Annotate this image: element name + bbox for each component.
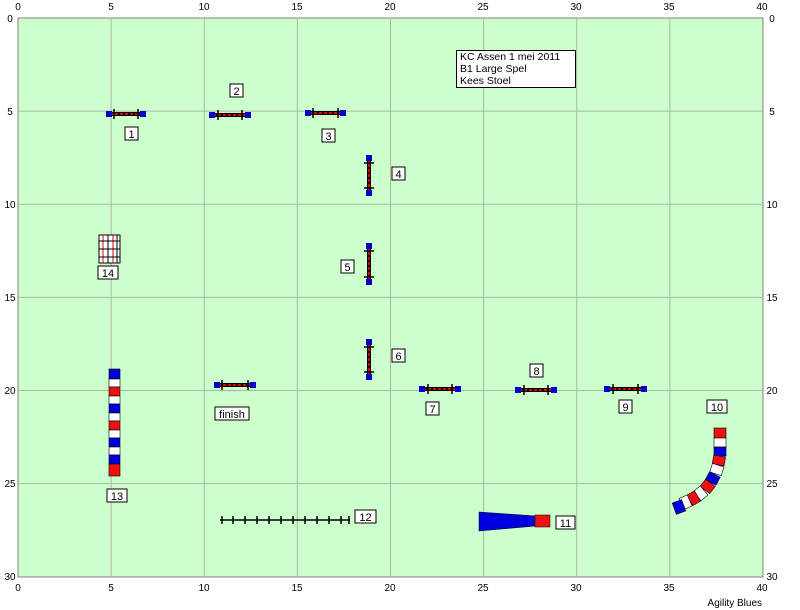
x-tick-top: 35 [663, 2, 675, 13]
label-10: 10 [711, 402, 723, 414]
x-tick-bottom: 10 [198, 583, 210, 594]
label-11: 11 [560, 518, 571, 530]
x-tick-bottom: 5 [108, 583, 114, 594]
label-2: 2 [233, 86, 239, 98]
y-tick-right: 25 [766, 479, 778, 490]
x-tick-top: 0 [15, 2, 21, 13]
x-tick-top: 40 [756, 2, 768, 13]
x-tick-bottom: 15 [291, 583, 303, 594]
course-info-box: KC Assen 1 mei 2011 B1 Large Spel Kees S… [456, 50, 576, 88]
jump-obstacle [515, 385, 557, 395]
jump-obstacle [364, 339, 374, 380]
y-tick-left: 10 [4, 200, 16, 211]
label-12: 12 [359, 512, 371, 524]
info-line: KC Assen 1 mei 2011 [460, 51, 561, 63]
y-tick-left: 30 [4, 572, 16, 583]
label-9: 9 [622, 402, 628, 414]
tunnel-straight [108, 368, 121, 477]
jump-obstacle [209, 110, 251, 120]
y-tick-left: 5 [7, 107, 13, 118]
info-line: Kees Stoel [460, 75, 511, 87]
x-tick-top: 5 [108, 2, 114, 13]
jump-obstacle [604, 384, 647, 394]
label-3: 3 [325, 131, 331, 143]
footer-credit: Agility Blues [707, 598, 762, 609]
x-tick-bottom: 20 [384, 583, 396, 594]
jump-obstacle [305, 108, 346, 118]
jump-obstacle [364, 155, 374, 196]
info-line: B1 Large Spel [460, 63, 527, 75]
weave-poles [220, 516, 350, 524]
label-8: 8 [533, 366, 539, 378]
y-tick-left: 20 [4, 386, 16, 397]
y-tick-right: 5 [769, 107, 775, 118]
number-labels: 1 2 3 4 5 6 7 8 9 10 11 12 13 14 finish [97, 83, 728, 530]
jump-obstacle [419, 384, 461, 394]
label-14: 14 [102, 268, 114, 280]
y-tick-right: 0 [769, 14, 775, 25]
axis-labels: 0 5 10 15 20 25 30 35 40 0 5 10 15 20 25… [4, 2, 778, 594]
y-tick-left: 0 [7, 14, 13, 25]
x-tick-bottom: 40 [756, 583, 768, 594]
y-tick-right: 15 [766, 293, 778, 304]
label-13: 13 [111, 491, 123, 503]
tunnel-curved [671, 427, 727, 515]
jump-obstacle [214, 380, 256, 390]
jump-obstacle [364, 243, 374, 285]
y-tick-right: 10 [766, 200, 778, 211]
x-tick-top: 15 [291, 2, 303, 13]
y-tick-left: 15 [4, 293, 16, 304]
x-tick-bottom: 30 [570, 583, 582, 594]
label-5: 5 [344, 262, 350, 274]
x-tick-bottom: 25 [477, 583, 489, 594]
label-4: 4 [395, 169, 401, 181]
x-tick-top: 20 [384, 2, 396, 13]
label-7: 7 [429, 404, 435, 416]
table-obstacle [98, 234, 121, 264]
jump-obstacle [106, 109, 146, 119]
chute-tunnel [478, 511, 551, 532]
label-6: 6 [395, 351, 401, 363]
x-tick-top: 30 [570, 2, 582, 13]
y-tick-right: 20 [766, 386, 778, 397]
x-tick-bottom: 35 [663, 583, 675, 594]
x-tick-bottom: 0 [15, 583, 21, 594]
y-tick-left: 25 [4, 479, 16, 490]
y-tick-right: 30 [766, 572, 778, 583]
x-tick-top: 25 [477, 2, 489, 13]
x-tick-top: 10 [198, 2, 210, 13]
label-finish: finish [219, 409, 245, 421]
label-1: 1 [128, 129, 134, 141]
